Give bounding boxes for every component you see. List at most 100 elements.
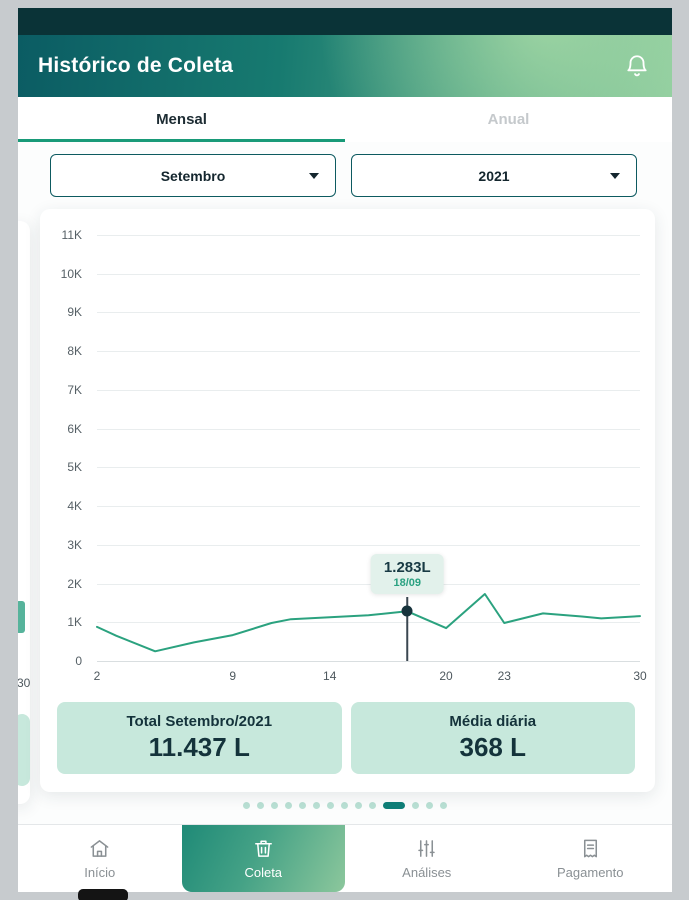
chevron-down-icon — [610, 172, 620, 179]
y-tick-label: 10K — [60, 266, 82, 281]
y-tick-label: 5K — [67, 460, 82, 475]
selected-point-line — [406, 597, 409, 661]
trash-icon — [252, 837, 275, 860]
status-bar — [18, 8, 672, 35]
carousel-dot[interactable] — [313, 802, 320, 809]
filter-row: Setembro 2021 — [18, 142, 672, 197]
nav-coleta[interactable]: Coleta — [181, 825, 345, 892]
grid-line — [97, 428, 640, 430]
total-card: Total Setembro/2021 11.437 L — [57, 702, 342, 774]
carousel-dot[interactable] — [369, 802, 376, 809]
home-icon — [88, 837, 111, 860]
y-tick-label: 7K — [67, 382, 82, 397]
carousel-dot[interactable] — [271, 802, 278, 809]
bottom-nav: Início Coleta Análises — [18, 824, 672, 892]
nav-inicio[interactable]: Início — [18, 825, 182, 892]
carousel-dot[interactable] — [327, 802, 334, 809]
carousel-dots[interactable] — [18, 802, 672, 809]
carousel-dot[interactable] — [285, 802, 292, 809]
year-select-value: 2021 — [478, 167, 510, 184]
x-tick-label: 23 — [497, 669, 511, 683]
chart-tooltip: 1.283L 18/09 — [370, 554, 444, 595]
x-axis-labels: 2 9 14 20 23 30 — [93, 669, 647, 685]
notification-bell-icon[interactable] — [624, 53, 650, 79]
y-tick-label: 11K — [61, 228, 82, 242]
average-card: Média diária 368 L — [350, 702, 635, 774]
grid-line — [97, 273, 640, 275]
app-header: Histórico de Coleta — [18, 35, 672, 97]
carousel-dot[interactable] — [257, 802, 264, 809]
line-series — [97, 235, 640, 661]
y-tick-label: 1K — [67, 615, 82, 630]
total-card-title: Total Setembro/2021 — [126, 713, 273, 730]
carousel-viewport[interactable]: 30 11K 10K 9K 8K 7K 6K 5K 4K 3K 2K 1K 0 1.283L 18/0… — [18, 209, 672, 804]
carousel-dot[interactable] — [243, 802, 250, 809]
y-tick-label: 4K — [67, 499, 82, 514]
tab-label: Anual — [487, 111, 530, 128]
average-card-value: 368 L — [459, 732, 527, 762]
grid-line — [97, 583, 640, 585]
tab-anual[interactable]: Anual — [345, 97, 672, 142]
total-card-value: 11.437 L — [148, 732, 250, 762]
tab-mensal[interactable]: Mensal — [18, 97, 345, 142]
tooltip-value: 1.283L — [383, 559, 431, 577]
grid-line — [97, 389, 640, 391]
nav-pagamento[interactable]: Pagamento — [509, 825, 673, 892]
grid-line — [97, 661, 640, 662]
bottom-artifact — [78, 889, 128, 900]
y-tick-label: 3K — [67, 537, 82, 552]
x-tick-label: 2 — [93, 669, 101, 683]
carousel-dot[interactable] — [341, 802, 348, 809]
carousel-dot[interactable] — [412, 802, 419, 809]
selected-point-dot[interactable] — [401, 605, 413, 617]
carousel-dot[interactable] — [426, 802, 433, 809]
y-tick-label: 2K — [67, 576, 82, 591]
grid-line — [97, 544, 640, 546]
chevron-down-icon — [309, 172, 319, 179]
y-tick-label: 8K — [67, 344, 82, 359]
peek-x-tick-label: 30 — [18, 676, 31, 690]
y-tick-label: 0 — [75, 654, 82, 668]
month-select-value: Setembro — [160, 167, 226, 184]
y-axis-labels: 11K 10K 9K 8K 7K 6K 5K 4K 3K 2K 1K 0 — [40, 228, 90, 668]
carousel-dot[interactable] — [440, 802, 447, 809]
year-select[interactable]: 2021 — [351, 154, 637, 197]
nav-label: Início — [84, 865, 116, 880]
x-tick-label: 9 — [229, 669, 237, 683]
grid-line — [97, 506, 640, 508]
previous-chart-card-peek[interactable]: 30 — [18, 221, 30, 804]
tab-bar: Mensal Anual — [18, 97, 672, 142]
chart-card: 11K 10K 9K 8K 7K 6K 5K 4K 3K 2K 1K 0 1.283L 18/09 2… — [40, 209, 655, 792]
x-tick-label: 14 — [323, 669, 337, 683]
carousel-dot[interactable] — [299, 802, 306, 809]
month-select[interactable]: Setembro — [50, 154, 336, 197]
summary-row: Total Setembro/2021 11.437 L Média diári… — [57, 702, 635, 774]
x-tick-label: 20 — [439, 669, 453, 683]
y-tick-label: 6K — [67, 421, 82, 436]
app-screen: Histórico de Coleta Mensal Anual Setembr… — [18, 8, 672, 892]
tab-label: Mensal — [156, 111, 207, 128]
page-title: Histórico de Coleta — [38, 54, 234, 77]
active-tab-indicator — [18, 139, 345, 142]
nav-label: Pagamento — [557, 865, 624, 880]
grid-line — [97, 312, 640, 314]
payment-icon — [579, 837, 602, 860]
peek-summary-fragment — [18, 714, 30, 786]
grid-line — [97, 235, 640, 236]
average-card-title: Média diária — [449, 713, 537, 730]
carousel-dot-active[interactable] — [383, 802, 405, 809]
y-tick-label: 9K — [67, 305, 82, 320]
nav-label: Análises — [402, 865, 452, 880]
x-tick-label: 30 — [633, 669, 647, 683]
grid-line — [97, 622, 640, 624]
carousel-dot[interactable] — [355, 802, 362, 809]
grid-line — [97, 467, 640, 469]
peek-fragment — [18, 601, 25, 633]
tooltip-date: 18/09 — [393, 577, 422, 590]
nav-label: Coleta — [244, 865, 283, 880]
analytics-icon — [415, 837, 438, 860]
grid-line — [97, 351, 640, 353]
nav-analises[interactable]: Análises — [345, 825, 509, 892]
chart-plot[interactable]: 1.283L 18/09 — [97, 235, 640, 662]
